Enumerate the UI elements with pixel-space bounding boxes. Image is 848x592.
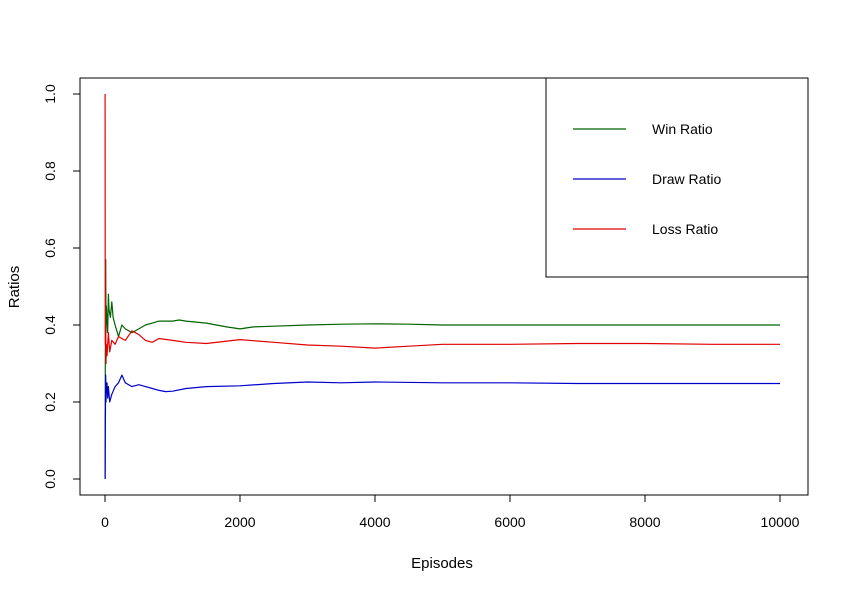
x-tick-label: 6000 (494, 514, 525, 530)
y-axis-title: Ratios (6, 266, 23, 309)
y-tick-label: 0.2 (42, 392, 58, 412)
x-tick-label: 4000 (359, 514, 390, 530)
series-layer (104, 93, 780, 480)
x-tick-label: 10000 (761, 514, 800, 530)
y-tick-label: 0.6 (42, 238, 58, 258)
x-axis-title: Episodes (411, 555, 473, 572)
x-tick-label: 2000 (224, 514, 255, 530)
legend-box (545, 77, 809, 278)
series-line-draw-ratio (104, 374, 780, 480)
y-tick-label: 0.0 (42, 469, 58, 489)
x-axis: 0 2000 4000 6000 8000 10000 (101, 494, 800, 530)
y-tick-label: 0.4 (42, 315, 58, 335)
legend: Win Ratio Draw Ratio Loss Ratio (545, 77, 809, 278)
x-tick-label: 8000 (629, 514, 660, 530)
legend-label: Win Ratio (652, 121, 713, 137)
y-axis: 0.0 0.2 0.4 0.6 0.8 1.0 (42, 84, 81, 489)
legend-label: Loss Ratio (652, 221, 718, 237)
series-line-win-ratio (104, 259, 780, 480)
series-line-loss-ratio (104, 93, 780, 365)
x-tick-label: 0 (101, 514, 109, 530)
y-tick-label: 0.8 (42, 161, 58, 181)
legend-label: Draw Ratio (652, 171, 721, 187)
y-tick-label: 1.0 (42, 84, 58, 104)
